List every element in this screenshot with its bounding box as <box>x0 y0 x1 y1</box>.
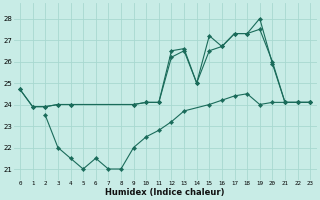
X-axis label: Humidex (Indice chaleur): Humidex (Indice chaleur) <box>105 188 225 197</box>
